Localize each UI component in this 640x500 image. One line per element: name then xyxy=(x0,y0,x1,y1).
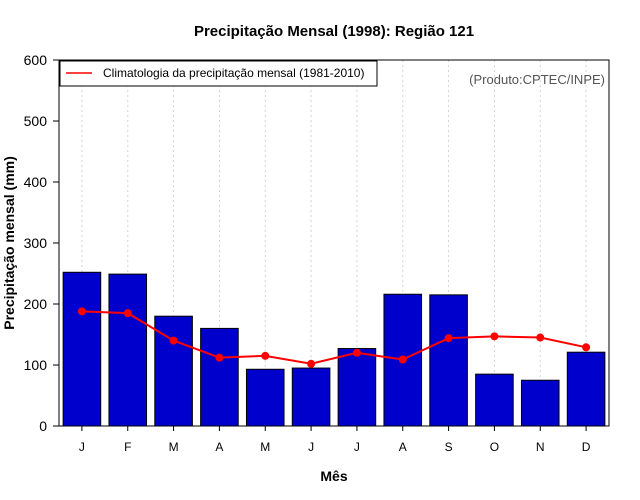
legend-entry-climatology: Climatologia da precipitação mensal (198… xyxy=(103,66,364,80)
bar xyxy=(337,348,377,427)
climatology-point xyxy=(169,336,178,345)
climatology-point xyxy=(77,307,86,316)
climatology-point xyxy=(398,355,407,364)
y-tick-label: 300 xyxy=(24,235,48,251)
y-tick-label: 600 xyxy=(24,52,48,68)
climatology-point xyxy=(123,309,132,318)
climatology-point xyxy=(444,334,453,343)
x-tick-label: O xyxy=(490,440,499,454)
x-tick-label: J xyxy=(79,440,85,454)
y-tick-label: 200 xyxy=(24,296,48,312)
x-axis-label: Mês xyxy=(320,468,347,484)
y-tick-label: 500 xyxy=(24,113,48,129)
bar xyxy=(62,271,102,427)
x-tick-label: J xyxy=(308,440,314,454)
climatology-point xyxy=(352,348,361,357)
x-tick-label: D xyxy=(582,440,591,454)
climatology-point xyxy=(582,343,591,352)
bar xyxy=(566,351,606,427)
x-tick-label: J xyxy=(354,440,360,454)
source-credit: (Produto:CPTEC/INPE) xyxy=(469,72,605,87)
bar xyxy=(520,379,560,427)
y-tick-label: 100 xyxy=(24,357,48,373)
x-tick-label: S xyxy=(445,440,453,454)
x-tick-label: F xyxy=(124,440,131,454)
y-axis-label: Precipitação mensal (mm) xyxy=(1,156,17,330)
x-tick-label: M xyxy=(169,440,179,454)
climatology-point xyxy=(307,359,316,368)
legend: Climatologia da precipitação mensal (198… xyxy=(59,60,378,87)
bar xyxy=(200,327,239,427)
bar xyxy=(245,368,285,427)
y-tick-label: 0 xyxy=(39,418,47,434)
bar xyxy=(108,273,148,427)
x-tick-label: M xyxy=(260,440,270,454)
climatology-point xyxy=(490,332,499,341)
bar xyxy=(291,367,331,427)
y-axis: 0 100 200 300 400 500 600 xyxy=(24,52,59,434)
bar-series xyxy=(62,271,606,427)
x-tick-label: N xyxy=(536,440,545,454)
climatology-series xyxy=(77,307,591,368)
climatology-point xyxy=(215,353,224,362)
climatology-point xyxy=(261,351,270,360)
x-tick-label: A xyxy=(399,440,407,454)
y-tick-label: 400 xyxy=(24,174,48,190)
climatology-point xyxy=(536,333,545,342)
chart-title: Precipitação Mensal (1998): Região 121 xyxy=(194,23,474,40)
bar xyxy=(154,315,193,427)
bar xyxy=(475,373,514,427)
x-tick-label: A xyxy=(215,440,223,454)
legend-box xyxy=(59,60,378,87)
bar xyxy=(429,294,468,427)
climatology-line xyxy=(81,310,587,365)
